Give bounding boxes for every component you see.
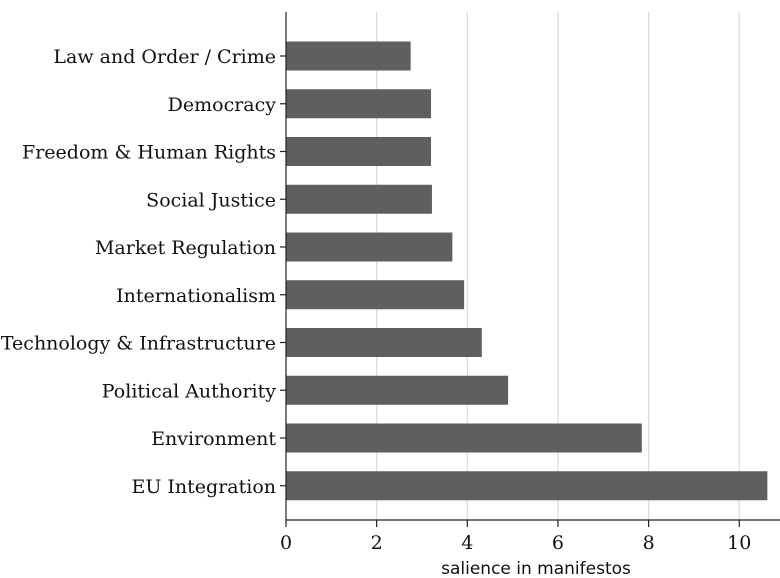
- x-tick-label: 10: [727, 532, 751, 554]
- bar: [286, 280, 465, 310]
- category-label: Market Regulation: [95, 237, 276, 259]
- bar: [286, 184, 432, 214]
- x-tick-label: 2: [371, 532, 383, 554]
- axes: [285, 12, 780, 521]
- bar: [286, 471, 768, 501]
- x-axis-title: salience in manifestos: [441, 559, 631, 578]
- category-label: Political Authority: [102, 380, 276, 402]
- category-label: Environment: [151, 428, 276, 450]
- x-tick-label: 8: [643, 532, 655, 554]
- bar: [286, 328, 482, 357]
- category-label: Internationalism: [116, 285, 276, 307]
- bar: [286, 137, 432, 166]
- x-ticks: 0 2 4 6 8 10: [280, 520, 751, 554]
- bar: [286, 375, 509, 405]
- bar: [286, 232, 453, 262]
- x-tick-label: 0: [280, 532, 292, 554]
- category-labels: Law and Order / Crime Democracy Freedom & …: [1, 46, 286, 498]
- bars: [286, 41, 768, 501]
- x-tick-label: 4: [461, 532, 473, 554]
- bar: [286, 423, 642, 453]
- category-label: Law and Order / Crime: [53, 46, 276, 68]
- category-label: Democracy: [168, 94, 277, 116]
- category-label: Freedom & Human Rights: [22, 142, 276, 164]
- category-label: Technology & Infrastructure: [1, 333, 276, 355]
- category-label: Social Justice: [146, 189, 276, 211]
- bar: [286, 41, 411, 71]
- category-label: EU Integration: [131, 476, 276, 498]
- x-tick-label: 6: [552, 532, 564, 554]
- bar: [286, 89, 432, 119]
